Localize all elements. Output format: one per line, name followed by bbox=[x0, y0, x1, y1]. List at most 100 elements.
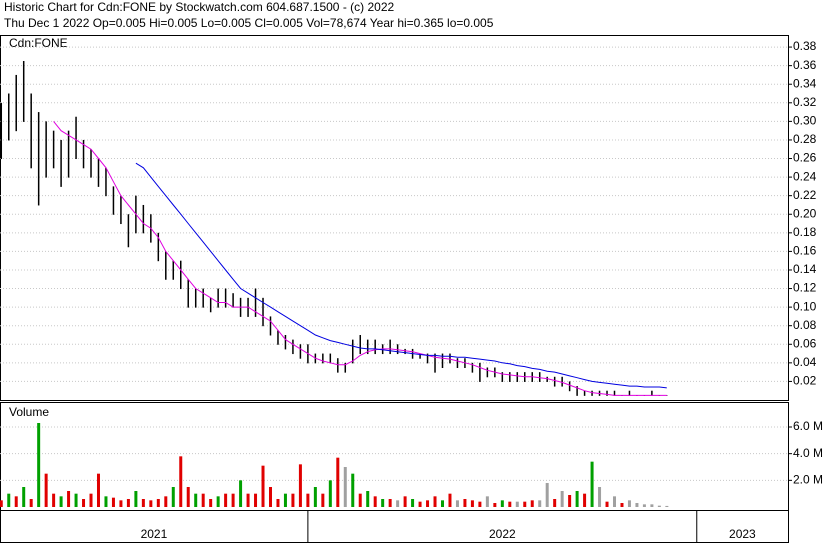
volume-bar bbox=[575, 491, 579, 507]
volume-bar bbox=[96, 473, 100, 507]
volume-bar bbox=[164, 496, 168, 507]
y-tick-label: 0.02 bbox=[793, 374, 817, 388]
volume-bar bbox=[156, 499, 160, 507]
volume-bar bbox=[201, 493, 205, 507]
volume-bar bbox=[171, 487, 175, 507]
y-tick-label: 0.36 bbox=[793, 58, 817, 72]
volume-bar bbox=[642, 504, 646, 507]
volume-bar bbox=[605, 501, 609, 507]
x-axis-band bbox=[0, 510, 789, 543]
volume-bar bbox=[515, 501, 519, 507]
volume-bar bbox=[470, 500, 474, 507]
volume-bar bbox=[343, 467, 347, 507]
y-tick-label: 0.20 bbox=[793, 206, 817, 220]
y-tick-label: 0.16 bbox=[793, 244, 817, 258]
volume-bar bbox=[598, 487, 602, 507]
volume-bar bbox=[665, 505, 669, 507]
volume-bar bbox=[657, 505, 661, 507]
volume-bar bbox=[560, 491, 564, 507]
y-tick-label: 0.32 bbox=[793, 95, 817, 109]
volume-bar bbox=[126, 499, 130, 507]
volume-bar bbox=[246, 493, 250, 507]
volume-bar bbox=[620, 503, 624, 507]
y-tick-label: 6.0 M bbox=[793, 419, 823, 433]
volume-bar bbox=[545, 483, 549, 507]
y-tick-label: 0.26 bbox=[793, 151, 817, 165]
volume-bar bbox=[418, 501, 422, 507]
volume-bar bbox=[448, 493, 452, 507]
volume-bar bbox=[82, 499, 86, 507]
volume-bar bbox=[22, 487, 26, 507]
volume-bar bbox=[396, 500, 400, 507]
volume-bar bbox=[568, 495, 572, 507]
volume-panel bbox=[0, 402, 789, 511]
y-tick-label: 0.14 bbox=[793, 262, 817, 276]
y-tick-label: 0.30 bbox=[793, 114, 817, 128]
volume-bar bbox=[433, 496, 437, 507]
volume-bar bbox=[381, 499, 385, 507]
volume-bar bbox=[209, 499, 213, 507]
moving-average-line bbox=[53, 121, 667, 396]
volume-bar bbox=[478, 501, 482, 507]
y-tick-label: 0.08 bbox=[793, 318, 817, 332]
volume-bar bbox=[613, 496, 617, 507]
volume-bar bbox=[104, 496, 108, 507]
y-tick-label: 0.22 bbox=[793, 188, 817, 202]
x-period-label: 2021 bbox=[141, 527, 168, 541]
volume-bar bbox=[186, 487, 190, 507]
volume-bar bbox=[321, 493, 325, 507]
price-panel bbox=[0, 35, 789, 401]
volume-bar bbox=[440, 500, 444, 507]
volume-bar bbox=[119, 500, 123, 507]
volume-bar bbox=[373, 496, 377, 507]
y-tick-label: 0.04 bbox=[793, 355, 817, 369]
symbol-label: Cdn:FONE bbox=[9, 36, 68, 50]
volume-bar bbox=[388, 499, 392, 507]
volume-bar bbox=[508, 501, 512, 507]
volume-bar bbox=[89, 493, 93, 507]
volume-bar bbox=[627, 500, 631, 507]
volume-bar bbox=[411, 499, 415, 507]
y-tick-label: 0.12 bbox=[793, 281, 817, 295]
volume-bar bbox=[426, 500, 430, 507]
volume-bar bbox=[37, 423, 41, 507]
volume-bar bbox=[268, 487, 272, 507]
y-tick-label: 0.38 bbox=[793, 39, 817, 53]
volume-bar bbox=[313, 487, 317, 507]
y-tick-label: 0.10 bbox=[793, 299, 817, 313]
volume-bar bbox=[500, 500, 504, 507]
volume-bar bbox=[59, 496, 63, 507]
volume-bar bbox=[463, 499, 467, 507]
volume-bar bbox=[261, 465, 265, 507]
volume-bar bbox=[328, 480, 332, 507]
volume-bar bbox=[276, 499, 280, 507]
chart-title: Historic Chart for Cdn:FONE by Stockwatc… bbox=[4, 0, 394, 14]
volume-bar bbox=[493, 503, 497, 507]
volume-bar bbox=[650, 504, 654, 507]
volume-bar bbox=[306, 493, 310, 507]
volume-bar bbox=[29, 499, 33, 507]
y-tick-label: 0.18 bbox=[793, 225, 817, 239]
volume-bar bbox=[216, 496, 220, 507]
volume-bar bbox=[455, 500, 459, 507]
symbol-box bbox=[4, 36, 76, 52]
volume-bar bbox=[52, 493, 56, 507]
y-tick-label: 4.0 M bbox=[793, 446, 823, 460]
volume-bar bbox=[351, 473, 355, 507]
volume-bar bbox=[14, 496, 18, 507]
volume-bar bbox=[231, 493, 235, 507]
volume-bar bbox=[583, 493, 587, 507]
chart-subtitle: Thu Dec 1 2022 Op=0.005 Hi=0.005 Lo=0.00… bbox=[4, 16, 494, 30]
volume-bar bbox=[149, 500, 153, 507]
y-tick-label: 2.0 M bbox=[793, 473, 823, 487]
y-tick-label: 0.24 bbox=[793, 169, 817, 183]
volume-bar bbox=[179, 456, 183, 507]
volume-bar bbox=[358, 493, 362, 507]
volume-bar bbox=[485, 496, 489, 507]
volume-bar bbox=[298, 464, 302, 507]
volume-bar bbox=[403, 496, 407, 507]
volume-bar bbox=[523, 501, 527, 507]
volume-bar bbox=[134, 491, 138, 507]
y-tick-label: 0.06 bbox=[793, 336, 817, 350]
